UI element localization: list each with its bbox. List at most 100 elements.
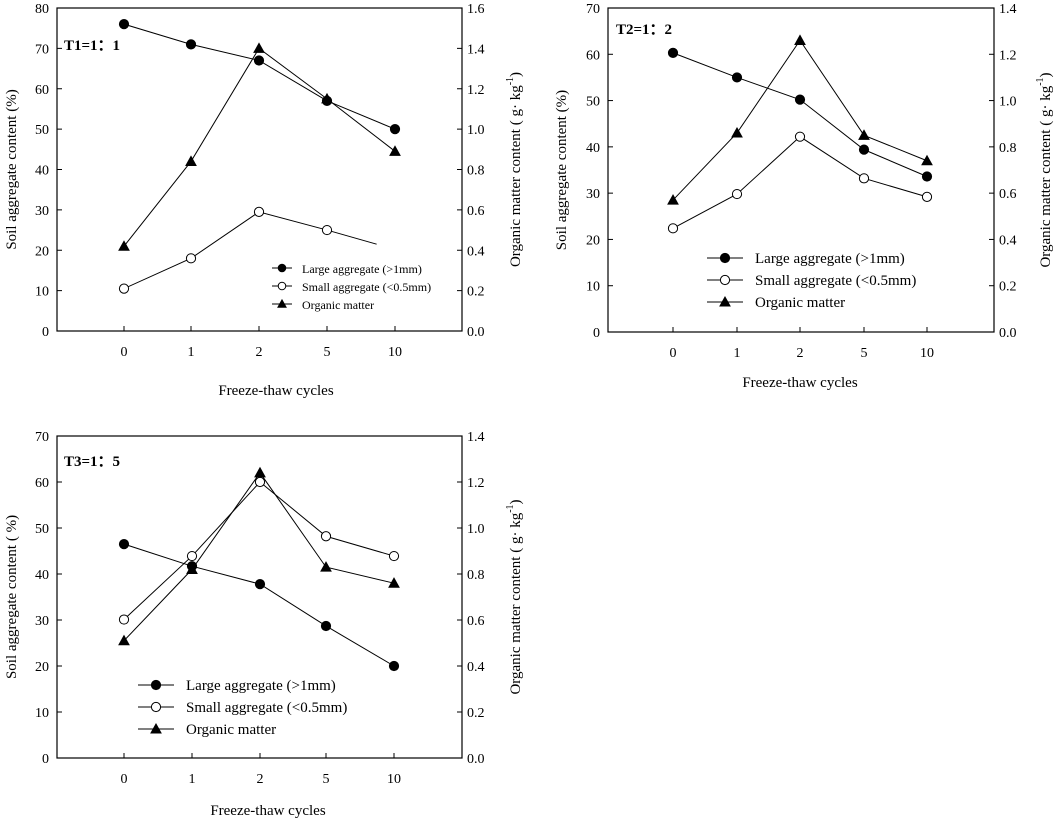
y2-tick-label: 1.2: [999, 48, 1017, 63]
x-tick-label: 1: [189, 772, 196, 787]
series-1-point: [321, 224, 333, 236]
x-tick-label: 1: [188, 345, 195, 360]
series-0-point: [731, 72, 743, 83]
x-tick-label: 0: [121, 772, 128, 787]
y-tick-label: 40: [35, 568, 49, 583]
legend-marker: [719, 295, 731, 307]
y2-tick-label: 1.2: [467, 476, 485, 491]
y-tick-label: 70: [35, 42, 49, 57]
legend-marker: [277, 298, 287, 308]
y-tick-label: 50: [35, 123, 49, 138]
x-tick-label: 2: [797, 346, 804, 361]
x-axis-label: Freeze-thaw cycles: [218, 383, 334, 399]
legend-label: Organic matter: [186, 722, 276, 738]
y2-axis-label-close: ): [508, 72, 524, 77]
x-tick-label: 5: [861, 346, 868, 361]
series-0-point: [118, 539, 130, 550]
series-1-point: [118, 283, 130, 294]
x-tick-label: 2: [256, 345, 263, 360]
y2-tick-label: 0.2: [467, 285, 485, 300]
x-tick-label: 2: [257, 772, 264, 787]
series-0-point: [921, 171, 933, 182]
series-2-point: [731, 126, 743, 138]
plot-frame: [607, 7, 995, 333]
y2-tick-label: 0.6: [999, 187, 1017, 202]
y2-tick-label: 1.4: [467, 42, 485, 57]
y-tick-label: 20: [35, 244, 49, 259]
x-tick-label: 10: [387, 772, 401, 787]
y-axis-label: Soil aggregate content ( %): [4, 515, 20, 679]
y2-tick-label: 0.4: [999, 233, 1017, 248]
y2-axis-label-superscript: -1: [505, 77, 516, 85]
legend-marker: [277, 263, 287, 273]
x-axis-label: Freeze-thaw cycles: [210, 803, 326, 819]
y2-tick-label: 1.2: [467, 83, 485, 98]
series-2-point: [389, 145, 401, 156]
y2-tick-label: 1.4: [467, 430, 485, 445]
x-tick-label: 0: [121, 345, 128, 360]
y2-axis-label-main: Organic matter content ( g· kg: [1038, 85, 1054, 267]
series-1-point: [185, 253, 197, 264]
series-2-point: [253, 42, 265, 53]
series-1-point: [118, 614, 130, 625]
y-tick-label: 30: [35, 204, 49, 219]
series-2-point: [388, 577, 400, 588]
legend-label: Small aggregate (<0.5mm): [186, 700, 347, 716]
y-tick-label: 20: [35, 660, 49, 675]
x-tick-label: 5: [323, 772, 330, 787]
y2-tick-label: 1.0: [999, 95, 1017, 110]
y2-axis-label: Organic matter content ( g· kg-1): [505, 72, 524, 267]
series-0-point: [185, 39, 197, 50]
legend-marker: [277, 281, 287, 291]
series-1-point: [921, 191, 933, 202]
x-tick-label: 5: [324, 345, 331, 360]
y-axis-label: Soil aggregate content (%): [554, 90, 570, 250]
series-1-point: [667, 223, 679, 234]
legend-marker: [150, 722, 162, 734]
legend-label: Small aggregate (<0.5mm): [755, 273, 916, 289]
series-0-point: [118, 19, 130, 30]
legend-label: Organic matter: [302, 298, 374, 312]
series-line-1: [672, 136, 928, 229]
y-tick-label: 20: [586, 233, 600, 248]
y2-tick-label: 0.2: [999, 280, 1017, 295]
y-tick-label: 30: [586, 187, 600, 202]
y2-tick-label: 0.8: [467, 164, 485, 179]
y-tick-label: 30: [35, 614, 49, 629]
series-0-point: [389, 124, 401, 135]
y-tick-label: 0: [593, 326, 600, 341]
series-2-point: [118, 240, 130, 251]
series-1-point: [794, 131, 806, 142]
panel-t3: 0 10 20 30 40 50 60 70 0.0 0.2 0.4 0.6 0.8 1.0 1.2 1.4 0…: [4, 430, 524, 819]
y-axis-label: Soil aggregate content (%): [4, 89, 20, 249]
series-0-point: [794, 94, 806, 105]
legend-label: Small aggregate (<0.5mm): [302, 280, 431, 294]
y2-axis-label-close: ): [1038, 72, 1054, 77]
series-1-point: [388, 550, 400, 562]
y2-tick-label: 0.0: [467, 752, 485, 767]
y2-axis-label: Organic matter content ( g· kg-1): [1035, 72, 1054, 267]
y2-tick-label: 0.2: [467, 706, 485, 721]
y-tick-label: 0: [42, 752, 49, 767]
y-tick-label: 10: [35, 285, 49, 300]
legend-marker: [719, 274, 731, 286]
series-2-point: [254, 466, 266, 478]
y-tick-label: 50: [586, 95, 600, 110]
series-1-point: [254, 476, 266, 488]
legend-marker: [719, 252, 731, 264]
y2-tick-label: 0.8: [999, 141, 1017, 156]
series-0-point: [320, 620, 332, 632]
x-tick-label: 10: [388, 345, 402, 360]
series-1-point: [731, 188, 743, 200]
y2-axis-label-main: Organic matter content ( g· kg: [508, 512, 524, 694]
legend-label: Large aggregate (>1mm): [302, 262, 422, 276]
y-tick-label: 60: [35, 476, 49, 491]
panel-t1: 010203040506070800.00.20.40.60.81.01.21.…: [4, 2, 524, 399]
legend-marker: [150, 701, 162, 713]
x-tick-label: 0: [670, 346, 677, 361]
series-1-point: [858, 173, 870, 184]
y2-axis-label-superscript: -1: [505, 504, 516, 512]
series-2-point: [667, 194, 679, 205]
series-2-point: [321, 92, 333, 104]
y2-tick-label: 0.0: [467, 325, 485, 340]
